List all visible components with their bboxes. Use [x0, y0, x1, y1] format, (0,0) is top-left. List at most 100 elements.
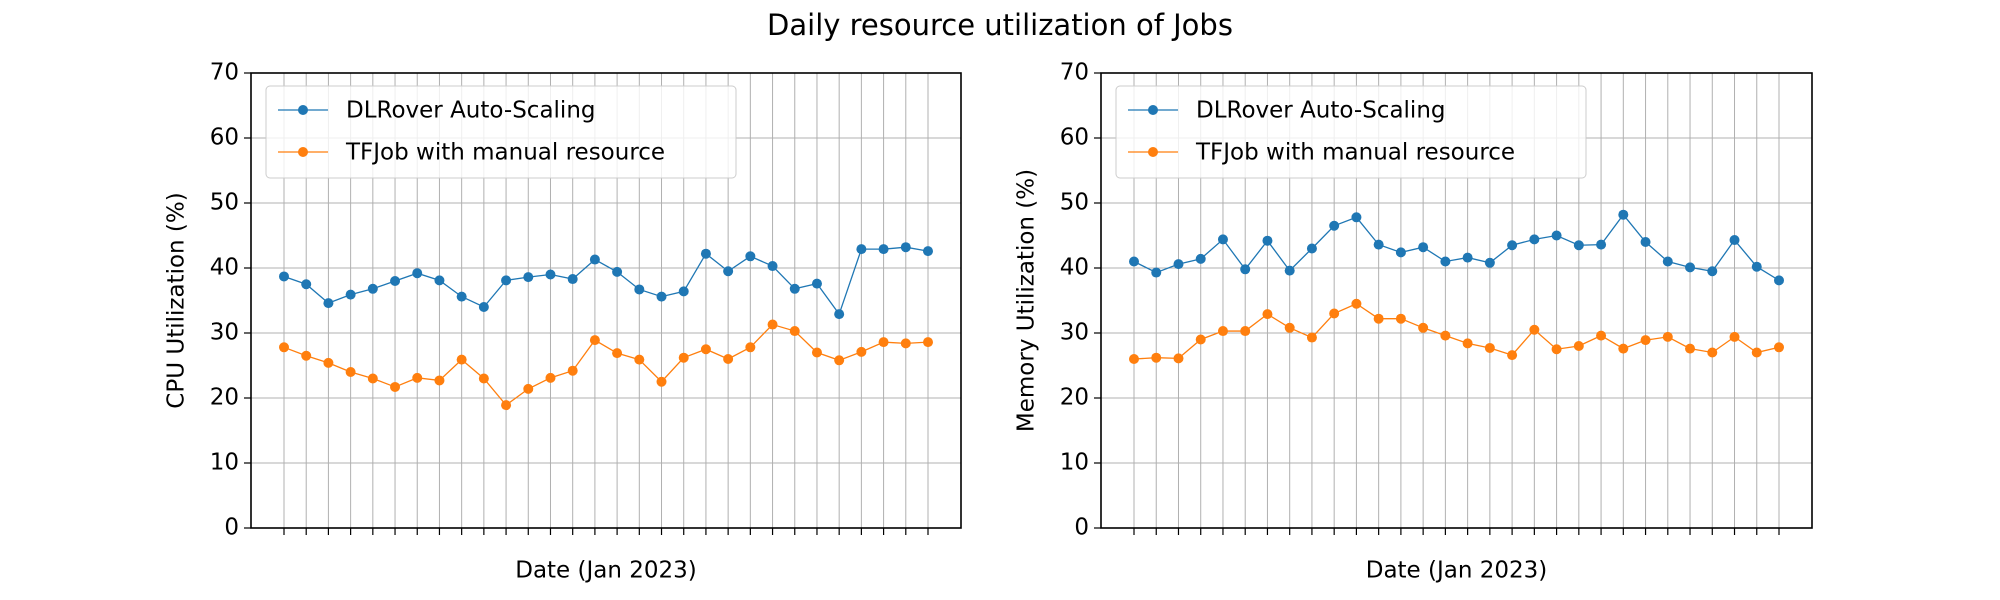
data-point [478, 373, 489, 384]
data-point [723, 266, 734, 277]
legend: DLRover Auto-Scaling TFJob with manual re… [265, 85, 737, 179]
data-point [323, 357, 334, 368]
legend-marker [1148, 105, 1158, 115]
data-point [789, 326, 800, 337]
data-point [1173, 353, 1184, 364]
legend-label: DLRover Auto-Scaling [346, 98, 596, 124]
data-point [279, 342, 289, 353]
data-point [1306, 243, 1317, 254]
y-tick-label: 70 [1060, 60, 1089, 86]
data-point [390, 381, 401, 392]
data-point [878, 337, 889, 348]
data-point [1462, 338, 1473, 349]
legend-marker [298, 105, 308, 115]
data-point [1351, 212, 1362, 223]
data-point [900, 242, 911, 253]
y-tick-label: 60 [1060, 125, 1089, 151]
data-point [523, 272, 534, 283]
data-point [1484, 257, 1495, 268]
x-axis-label: Date (Jan 2023) [515, 558, 697, 584]
data-point [1507, 350, 1518, 361]
data-point [1195, 253, 1206, 264]
data-point [1306, 332, 1317, 343]
data-point [745, 342, 756, 353]
data-point [1484, 342, 1495, 353]
data-point [1462, 252, 1473, 263]
data-point [345, 289, 356, 300]
legend-box [265, 85, 737, 179]
data-point [1618, 343, 1629, 354]
y-tick-label: 30 [210, 320, 239, 346]
data-point [1395, 247, 1406, 258]
data-point [811, 347, 822, 358]
data-point [1774, 342, 1784, 353]
data-point [1418, 242, 1429, 253]
data-point [1284, 322, 1295, 333]
data-point [1217, 326, 1228, 337]
data-point [1440, 256, 1451, 267]
data-point [1774, 275, 1784, 286]
data-point [1707, 266, 1718, 277]
data-point [612, 348, 623, 359]
series-line [283, 246, 929, 316]
data-point [1596, 330, 1607, 341]
data-point [1573, 240, 1584, 251]
data-point [634, 354, 645, 365]
data-point [434, 275, 445, 286]
data-point [1129, 256, 1139, 267]
data-point [1618, 209, 1629, 220]
data-point [856, 244, 867, 255]
y-tick-label: 10 [210, 450, 239, 476]
data-point [856, 346, 867, 357]
data-point [1329, 308, 1340, 319]
data-point [456, 291, 467, 302]
data-point [1351, 298, 1362, 309]
data-point [567, 274, 578, 285]
data-point [1440, 330, 1451, 341]
data-point [1195, 334, 1206, 345]
y-tick-label: 20 [210, 385, 239, 411]
data-point [1217, 234, 1228, 245]
data-point [279, 271, 289, 282]
y-tick-label: 50 [210, 190, 239, 216]
data-point [301, 279, 312, 290]
data-point [501, 275, 512, 286]
data-point [1507, 240, 1518, 251]
data-point [656, 376, 667, 387]
data-point [567, 365, 578, 376]
data-point [745, 251, 756, 262]
data-point [1707, 347, 1718, 358]
y-tick-label: 50 [1060, 190, 1089, 216]
y-tick-label: 40 [1060, 255, 1089, 281]
y-tick-label: 40 [210, 255, 239, 281]
data-point [412, 268, 423, 279]
data-point [834, 309, 845, 320]
y-tick-label: 0 [224, 515, 239, 541]
data-point [1662, 256, 1673, 267]
data-point [1662, 331, 1673, 342]
legend-label: DLRover Auto-Scaling [1196, 98, 1446, 124]
data-point [367, 283, 378, 294]
legend-marker [1148, 147, 1158, 157]
data-point [412, 372, 423, 383]
data-point [923, 246, 933, 257]
data-point [434, 375, 445, 386]
data-point [501, 400, 512, 411]
x-axis-label: Date (Jan 2023) [1366, 558, 1548, 584]
data-point [767, 319, 778, 330]
data-point [700, 344, 711, 355]
data-point [834, 355, 845, 366]
data-point [1596, 239, 1607, 250]
data-point [589, 254, 600, 265]
y-tick-label: 0 [1074, 515, 1089, 541]
legend-marker [298, 147, 308, 157]
data-point [1685, 343, 1696, 354]
data-point [1240, 326, 1251, 337]
data-point [1373, 239, 1384, 250]
y-tick-label: 70 [210, 60, 239, 86]
legend-box [1115, 85, 1587, 179]
data-point [456, 354, 467, 365]
plot-frame [250, 72, 962, 529]
data-point [1418, 322, 1429, 333]
